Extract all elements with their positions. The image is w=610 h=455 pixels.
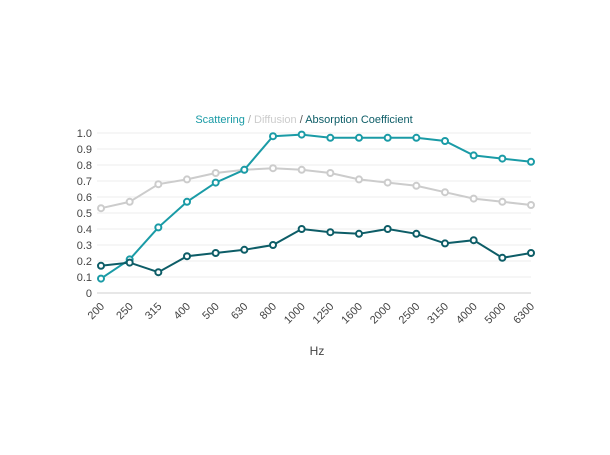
x-tick-label: 1250 bbox=[311, 301, 337, 327]
data-point bbox=[441, 188, 449, 197]
chart-title: Scattering / Diffusion / Absorption Coef… bbox=[195, 114, 412, 126]
x-tick-label: 500 bbox=[200, 301, 221, 322]
y-tick-label: 0.9 bbox=[77, 144, 92, 156]
chart-title-part: / bbox=[297, 114, 306, 126]
data-point bbox=[412, 133, 421, 142]
data-point bbox=[240, 245, 249, 254]
series-diffusion bbox=[97, 164, 535, 213]
data-point bbox=[326, 133, 335, 142]
series-group bbox=[97, 130, 535, 283]
data-point bbox=[355, 229, 363, 238]
data-point bbox=[154, 180, 163, 189]
x-tick-label: 6300 bbox=[511, 301, 537, 327]
data-point bbox=[412, 229, 421, 238]
data-point bbox=[97, 261, 105, 270]
y-tick-label: 0.4 bbox=[77, 224, 92, 236]
series-line bbox=[100, 133, 532, 280]
y-tick-label: 0 bbox=[86, 288, 92, 300]
data-point bbox=[326, 169, 335, 177]
series-scattering bbox=[97, 130, 535, 283]
x-tick-label: 4000 bbox=[454, 301, 480, 327]
data-point bbox=[125, 258, 134, 267]
data-point bbox=[97, 204, 105, 213]
data-point bbox=[527, 201, 535, 209]
data-point bbox=[269, 132, 277, 141]
series-line bbox=[100, 227, 532, 274]
data-point bbox=[211, 178, 220, 187]
x-tick-label: 1600 bbox=[339, 301, 365, 327]
data-point bbox=[441, 137, 449, 145]
data-point bbox=[183, 175, 191, 184]
data-point bbox=[412, 181, 421, 190]
x-tick-label: 3150 bbox=[425, 301, 451, 327]
data-point bbox=[125, 197, 134, 206]
x-tick-label: 630 bbox=[229, 301, 250, 322]
data-point bbox=[527, 157, 535, 166]
x-tick-label: 200 bbox=[86, 301, 107, 322]
data-point bbox=[326, 228, 335, 237]
data-point bbox=[469, 151, 478, 160]
data-point bbox=[383, 178, 392, 187]
data-point bbox=[355, 175, 363, 184]
data-point bbox=[527, 249, 535, 257]
data-point bbox=[154, 223, 163, 232]
data-point bbox=[183, 197, 191, 206]
x-axis-ticks: 200 250 315 400 500 630 800 1000 1250 1600 2000 250… bbox=[86, 301, 537, 327]
y-tick-label: 0.6 bbox=[77, 192, 92, 204]
data-point bbox=[383, 225, 392, 233]
data-point bbox=[154, 268, 163, 277]
y-axis-ticks: 0 0.1 0.2 0.3 0.4 0.5 0.6 0.7 0.8 0.9 1.0 bbox=[77, 128, 92, 300]
data-point bbox=[297, 165, 306, 174]
x-tick-label: 250 bbox=[114, 301, 135, 322]
x-tick-label: 315 bbox=[143, 301, 164, 322]
y-tick-label: 0.3 bbox=[77, 240, 92, 252]
y-tick-label: 0.5 bbox=[77, 208, 92, 220]
data-point bbox=[498, 197, 507, 206]
x-tick-label: 400 bbox=[172, 301, 193, 322]
data-point bbox=[498, 253, 507, 262]
data-point bbox=[297, 225, 306, 233]
x-axis-label: Hz bbox=[310, 344, 325, 358]
x-tick-label: 800 bbox=[258, 301, 279, 322]
data-point bbox=[183, 252, 191, 261]
y-tick-label: 0.2 bbox=[77, 256, 92, 268]
data-point bbox=[240, 165, 249, 174]
x-tick-label: 2500 bbox=[397, 301, 423, 327]
chart-title-part: / bbox=[245, 114, 254, 126]
chart-title-part: Absorption Coefficient bbox=[305, 114, 412, 126]
data-point bbox=[469, 236, 478, 245]
data-point bbox=[355, 133, 363, 142]
data-point bbox=[269, 241, 277, 249]
y-tick-label: 0.8 bbox=[77, 160, 92, 172]
data-point bbox=[97, 274, 105, 283]
y-tick-label: 0.1 bbox=[77, 272, 92, 284]
series-line bbox=[100, 167, 532, 210]
y-tick-label: 0.7 bbox=[77, 176, 92, 188]
data-point bbox=[211, 169, 220, 177]
data-point bbox=[469, 194, 478, 203]
y-tick-label: 1.0 bbox=[77, 128, 92, 140]
data-point bbox=[383, 133, 392, 142]
chart-title-part: Diffusion bbox=[254, 114, 297, 126]
data-point bbox=[297, 130, 306, 139]
x-tick-label: 1000 bbox=[282, 301, 308, 327]
x-tick-label: 5000 bbox=[483, 301, 509, 327]
x-tick-label: 2000 bbox=[368, 301, 394, 327]
data-point bbox=[269, 164, 277, 173]
data-point bbox=[211, 249, 220, 257]
grid-lines bbox=[97, 132, 531, 294]
series-absorption-coefficient bbox=[97, 225, 535, 277]
chart-title-part: Scattering bbox=[195, 114, 245, 126]
data-point bbox=[498, 154, 507, 163]
data-point bbox=[441, 239, 449, 248]
